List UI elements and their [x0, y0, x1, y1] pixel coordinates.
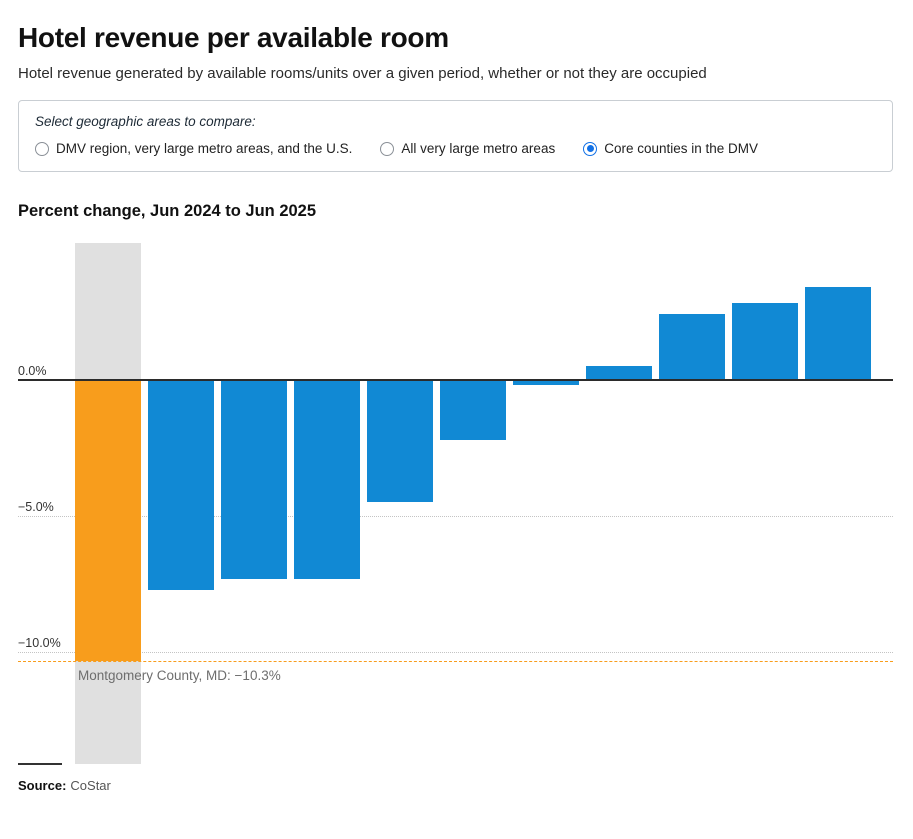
y-tick-label: −5.0% [18, 500, 54, 515]
bar[interactable] [586, 365, 652, 380]
bar[interactable] [659, 314, 725, 380]
page-subtitle: Hotel revenue generated by available roo… [18, 65, 707, 82]
selector-legend: Select geographic areas to compare: [35, 114, 256, 130]
bar-chart: 0.0% −5.0% −10.0% Montgomery County, MD: −1… [18, 243, 893, 766]
source-line: Source: CoStar [18, 778, 893, 793]
axis-stub [18, 763, 62, 766]
bar[interactable] [367, 379, 433, 503]
source-value: CoStar [70, 778, 111, 794]
bar[interactable] [221, 379, 287, 579]
source-label: Source: [18, 778, 67, 794]
radio-group: DMV region, very large metro areas, and … [35, 141, 876, 156]
highlight-value-line [18, 660, 893, 662]
radio-option-2[interactable]: Core counties in the DMV [583, 141, 758, 156]
page: Hotel revenue per available room Hotel r… [18, 22, 893, 793]
radio-unselected-icon[interactable] [35, 141, 49, 156]
bar[interactable] [805, 286, 871, 380]
y-tick-label: −10.0% [18, 636, 61, 651]
page-title: Hotel revenue per available room [18, 22, 449, 53]
bar[interactable] [440, 379, 506, 440]
radio-unselected-icon[interactable] [380, 141, 395, 156]
radio-selected-icon[interactable] [583, 141, 598, 156]
bar[interactable] [294, 379, 360, 579]
bar-highlighted[interactable] [75, 379, 141, 661]
radio-option-label: DMV region, very large metro areas, and … [56, 141, 353, 157]
bar-tooltip: Montgomery County, MD: −10.3% [78, 667, 281, 683]
y-tick-label: 0.0% [18, 363, 47, 378]
gridline [18, 652, 893, 654]
zero-axis-line [18, 378, 893, 381]
geo-selector-box: Select geographic areas to compare: DMV … [18, 100, 893, 173]
radio-option-0[interactable]: DMV region, very large metro areas, and … [35, 141, 352, 156]
gridline [18, 516, 893, 518]
bar[interactable] [513, 379, 579, 386]
radio-option-1[interactable]: All very large metro areas [380, 141, 555, 156]
radio-option-label: Core counties in the DMV [604, 141, 759, 157]
chart-title: Percent change, Jun 2024 to Jun 2025 [18, 202, 317, 221]
bar[interactable] [148, 379, 214, 590]
radio-option-label: All very large metro areas [401, 141, 556, 157]
bar[interactable] [732, 303, 798, 380]
